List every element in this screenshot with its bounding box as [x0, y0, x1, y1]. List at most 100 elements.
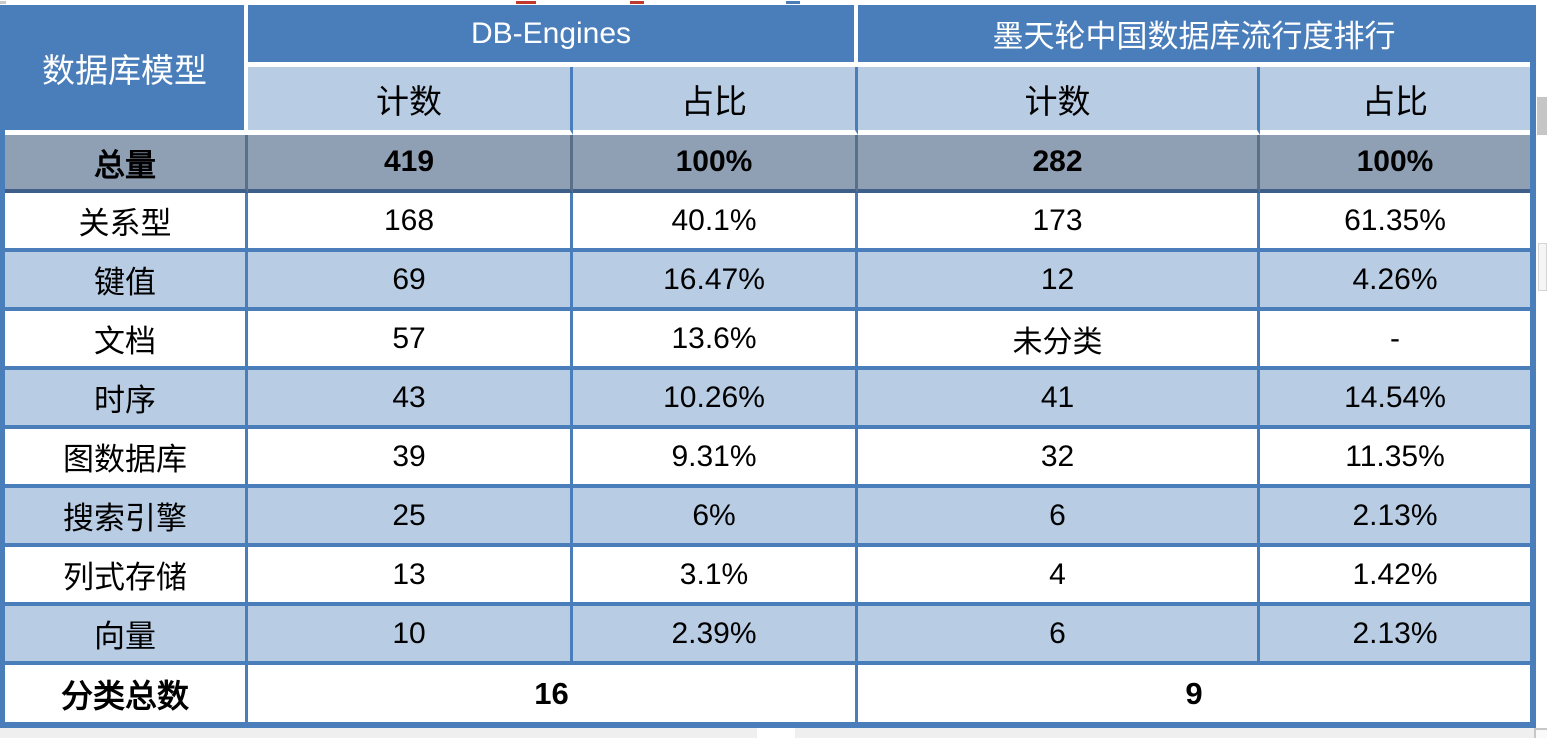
footer-db-engines-total-cell: 16 [248, 665, 858, 722]
row-label-cell: 关系型 [5, 193, 248, 252]
value-cell: 9.31% [573, 429, 858, 488]
row-label: 键值 [94, 265, 156, 300]
row-label-cell: 搜索引擎 [5, 488, 248, 547]
row-label-cell: 键值 [5, 252, 248, 311]
row-label: 关系型 [78, 206, 172, 241]
value-cell: 1.42% [1260, 547, 1530, 606]
cell-value: 69 [392, 262, 426, 296]
edge-mark [0, 1, 6, 4]
corner-header-cell: 数据库模型 [5, 5, 248, 135]
cell-value: 2.13% [1352, 498, 1438, 532]
value-cell: 39 [248, 429, 573, 488]
cell-value: 4.26% [1352, 262, 1438, 296]
cell-value: 61.35% [1344, 203, 1446, 237]
row-label-cell: 文档 [5, 311, 248, 370]
cell-value: 14.54% [1344, 380, 1446, 414]
row-label: 总量 [94, 147, 156, 183]
value-cell: 2.39% [573, 606, 858, 665]
row-label: 图数据库 [63, 442, 187, 477]
value-cell: 12 [858, 252, 1260, 311]
blue-text-fragment [786, 1, 800, 4]
value-cell: 13 [248, 547, 573, 606]
cell-value: 10 [392, 616, 426, 650]
value-cell: 6 [858, 488, 1260, 547]
value-cell: 2.13% [1260, 488, 1530, 547]
value-cell: 4 [858, 547, 1260, 606]
cell-value: 173 [1032, 203, 1083, 237]
value-cell: 6 [858, 606, 1260, 665]
value-cell: 6% [573, 488, 858, 547]
value-cell: 100% [573, 135, 858, 193]
red-text-fragment [516, 1, 536, 4]
value-cell: - [1260, 311, 1530, 370]
footer-db-engines-total: 16 [534, 675, 569, 711]
cell-value: 57 [392, 321, 426, 355]
value-cell: 11.35% [1260, 429, 1530, 488]
cell-value: 12 [1040, 262, 1075, 296]
value-cell: 16.47% [573, 252, 858, 311]
cell-value: 43 [392, 380, 426, 414]
value-cell: 4.26% [1260, 252, 1530, 311]
cell-value: 9.31% [671, 439, 757, 473]
cell-value: 2.13% [1352, 616, 1438, 650]
value-cell: 57 [248, 311, 573, 370]
cell-value: 13 [392, 557, 426, 591]
subheader-label: 占比 [681, 84, 747, 121]
footer-label: 分类总数 [60, 677, 189, 714]
cell-value: 3.1% [679, 557, 749, 591]
scrollbar-thumb-fragment[interactable] [757, 728, 795, 738]
cell-value: 32 [1040, 439, 1075, 473]
group-header-modb-ranking-label: 墨天轮中国数据库流行度排行 [992, 19, 1396, 54]
footer-modb-total: 9 [1185, 675, 1203, 711]
cell-value: 6 [1049, 498, 1066, 532]
database-model-comparison-table: 数据库模型 DB-Engines 墨天轮中国数据库流行度排行 计数 占比 计数 … [0, 5, 1536, 728]
value-cell: 173 [858, 193, 1260, 252]
value-cell: 10.26% [573, 370, 858, 429]
value-cell: 13.6% [573, 311, 858, 370]
value-cell: 100% [1260, 135, 1530, 193]
row-label: 向量 [94, 619, 156, 654]
value-cell: 43 [248, 370, 573, 429]
row-label-cell: 向量 [5, 606, 248, 665]
row-label: 列式存储 [63, 560, 187, 595]
scrollbar-fragment[interactable] [1537, 97, 1547, 135]
cell-value: 100% [1356, 145, 1434, 178]
value-cell: 41 [858, 370, 1260, 429]
cell-value: 13.6% [671, 321, 757, 355]
row-label-cell: 总量 [5, 135, 248, 193]
value-cell: 61.35% [1260, 193, 1530, 252]
row-label-cell: 列式存储 [5, 547, 248, 606]
value-cell: 282 [858, 135, 1260, 193]
group-header-modb-ranking: 墨天轮中国数据库流行度排行 [858, 5, 1530, 67]
subheader-label: 计数 [376, 84, 442, 121]
scrollbar-fragment[interactable] [1538, 243, 1547, 291]
cell-value: 1.42% [1352, 557, 1438, 591]
cell-value: 2.39% [671, 616, 757, 650]
group-header-db-engines: DB-Engines [248, 5, 858, 67]
cell-value: 6 [1049, 616, 1066, 650]
cell-value: 11.35% [1345, 439, 1445, 473]
red-text-fragment [630, 1, 644, 4]
row-label-cell: 时序 [5, 370, 248, 429]
cell-value: 39 [392, 439, 426, 473]
row-label: 时序 [94, 383, 156, 418]
row-label: 搜索引擎 [63, 501, 187, 536]
subheader-label: 计数 [1024, 84, 1091, 121]
value-cell: 10 [248, 606, 573, 665]
value-cell: 3.1% [573, 547, 858, 606]
value-cell: 14.54% [1260, 370, 1530, 429]
bottom-edge-artifact-strip [0, 728, 1547, 738]
cell-value: 16.47% [663, 262, 765, 296]
cell-value: 6% [692, 498, 736, 532]
cell-value: 100% [675, 145, 753, 178]
cell-value: 168 [383, 203, 435, 237]
value-cell: 168 [248, 193, 573, 252]
value-cell: 2.13% [1260, 606, 1530, 665]
corner-header-label: 数据库模型 [42, 53, 207, 90]
top-edge-artifact-strip [0, 0, 1547, 5]
corner-ui-fragment [1534, 728, 1547, 738]
cell-value: 419 [383, 145, 435, 178]
value-cell: 未分类 [858, 311, 1260, 370]
cell-value: 10.26% [663, 380, 765, 414]
